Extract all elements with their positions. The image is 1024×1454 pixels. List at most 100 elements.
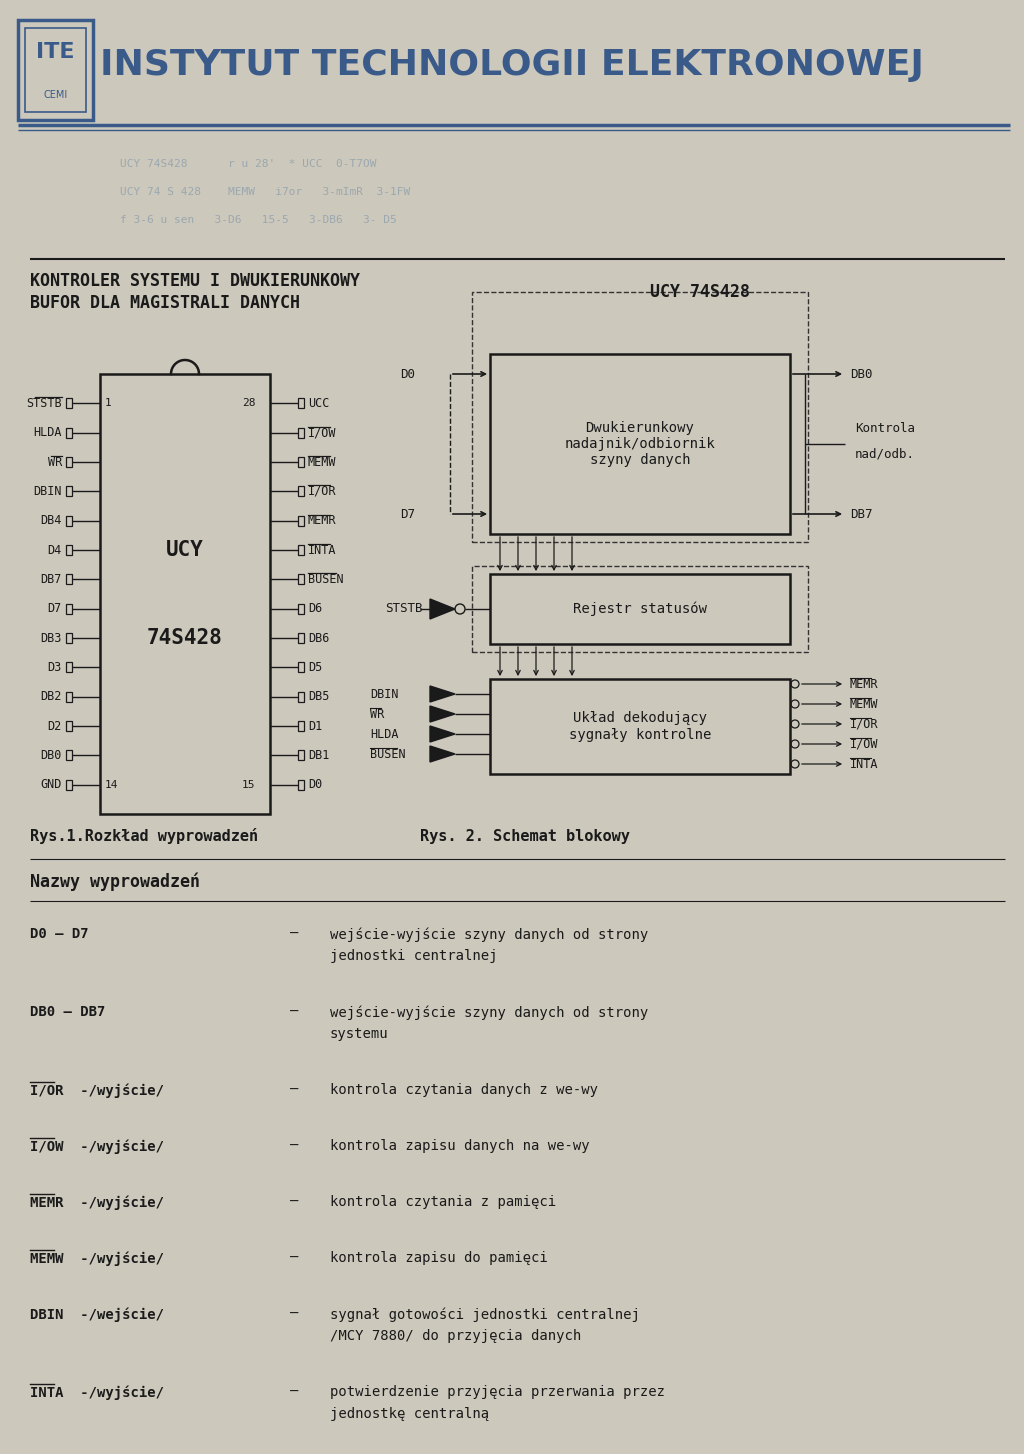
- Text: WR: WR: [48, 455, 62, 468]
- Text: wejście-wyjście szyny danych od strony: wejście-wyjście szyny danych od strony: [330, 1005, 648, 1019]
- Text: 28: 28: [242, 398, 256, 409]
- Text: WR: WR: [370, 708, 384, 721]
- Text: DB0 – DB7: DB0 – DB7: [30, 1005, 105, 1019]
- Text: ITE: ITE: [36, 42, 75, 63]
- Bar: [66, 721, 72, 731]
- Bar: [25, 28, 86, 112]
- Text: kontrola zapisu danych na we-wy: kontrola zapisu danych na we-wy: [330, 1138, 590, 1153]
- Text: INTA  -/wyjście/: INTA -/wyjście/: [30, 1386, 164, 1400]
- Bar: [66, 398, 72, 409]
- Bar: [66, 603, 72, 614]
- Text: –: –: [290, 1005, 298, 1019]
- Text: STSTB: STSTB: [385, 602, 423, 615]
- Text: D1: D1: [308, 720, 323, 733]
- Text: HLDA: HLDA: [370, 727, 398, 740]
- Polygon shape: [430, 726, 455, 742]
- Text: HLDA: HLDA: [34, 426, 62, 439]
- Text: D5: D5: [308, 660, 323, 673]
- Text: DB3: DB3: [41, 631, 62, 644]
- Bar: [298, 750, 304, 760]
- Text: 15: 15: [242, 779, 256, 790]
- Text: MEMR  -/wyjście/: MEMR -/wyjście/: [30, 1195, 164, 1210]
- Text: DB2: DB2: [41, 691, 62, 704]
- Bar: [490, 679, 790, 774]
- Bar: [100, 374, 270, 814]
- Text: DB0: DB0: [41, 749, 62, 762]
- Bar: [66, 457, 72, 467]
- Polygon shape: [430, 746, 455, 762]
- Text: UCY: UCY: [166, 539, 204, 560]
- Text: DB0: DB0: [850, 368, 872, 381]
- Polygon shape: [430, 707, 455, 723]
- Text: BUFOR DLA MAGISTRALI DANYCH: BUFOR DLA MAGISTRALI DANYCH: [30, 294, 300, 313]
- Text: 1: 1: [105, 398, 112, 409]
- Bar: [472, 292, 808, 542]
- Text: f 3-6 u sen   3-D6   15-5   3-DB6   3- D5: f 3-6 u sen 3-D6 15-5 3-DB6 3- D5: [120, 215, 396, 225]
- Text: D0 – D7: D0 – D7: [30, 928, 89, 941]
- Text: DB1: DB1: [308, 749, 330, 762]
- Bar: [298, 721, 304, 731]
- Bar: [298, 603, 304, 614]
- Text: I/OW: I/OW: [850, 737, 879, 750]
- Bar: [66, 486, 72, 496]
- Text: D3: D3: [48, 660, 62, 673]
- Bar: [66, 574, 72, 585]
- Text: Kontrola: Kontrola: [855, 423, 915, 436]
- Text: D7: D7: [48, 602, 62, 615]
- Bar: [66, 545, 72, 555]
- Text: –: –: [290, 1250, 298, 1265]
- Text: /MCY 7880/ do przyjęcia danych: /MCY 7880/ do przyjęcia danych: [330, 1329, 582, 1343]
- Text: D6: D6: [308, 602, 323, 615]
- Text: sygnał gotowości jednostki centralnej: sygnał gotowości jednostki centralnej: [330, 1307, 640, 1322]
- Text: –: –: [290, 928, 298, 941]
- Text: Rejestr statusów: Rejestr statusów: [573, 602, 707, 616]
- Text: DB7: DB7: [850, 507, 872, 521]
- Text: potwierdzenie przyjęcia przerwania przez: potwierdzenie przyjęcia przerwania przez: [330, 1386, 665, 1399]
- Bar: [298, 574, 304, 585]
- Bar: [66, 516, 72, 526]
- Bar: [66, 427, 72, 438]
- Bar: [66, 750, 72, 760]
- Text: DB5: DB5: [308, 691, 330, 704]
- Text: D4: D4: [48, 544, 62, 557]
- Text: 14: 14: [105, 779, 119, 790]
- Text: DBIN  -/wejście/: DBIN -/wejście/: [30, 1307, 164, 1322]
- Bar: [298, 545, 304, 555]
- Bar: [298, 516, 304, 526]
- Bar: [490, 574, 790, 644]
- Text: INSTYTUT TECHNOLOGII ELEKTRONOWEJ: INSTYTUT TECHNOLOGII ELEKTRONOWEJ: [100, 48, 924, 81]
- Text: MEMR: MEMR: [308, 515, 337, 528]
- Polygon shape: [430, 686, 455, 702]
- Text: INTA: INTA: [850, 758, 879, 771]
- Text: INTA: INTA: [308, 544, 337, 557]
- Text: systemu: systemu: [330, 1027, 389, 1041]
- Text: –: –: [290, 1083, 298, 1096]
- Text: I/OR: I/OR: [308, 484, 337, 497]
- Text: –: –: [290, 1386, 298, 1399]
- Text: UCY 74S428      r u 28'  * UCC  0-T7OW: UCY 74S428 r u 28' * UCC 0-T7OW: [120, 158, 377, 169]
- Text: Dwukierunkowy
nadajnik/odbiornik
szyny danych: Dwukierunkowy nadajnik/odbiornik szyny d…: [564, 420, 716, 467]
- Text: D0: D0: [308, 778, 323, 791]
- Text: kontrola czytania danych z we-wy: kontrola czytania danych z we-wy: [330, 1083, 598, 1096]
- Bar: [66, 779, 72, 790]
- Text: nad/odb.: nad/odb.: [855, 448, 915, 461]
- Bar: [66, 692, 72, 702]
- Text: D7: D7: [400, 507, 415, 521]
- Bar: [472, 566, 808, 651]
- Text: DB4: DB4: [41, 515, 62, 528]
- Bar: [18, 20, 93, 121]
- Text: GND: GND: [41, 778, 62, 791]
- Text: I/OW  -/wyjście/: I/OW -/wyjście/: [30, 1138, 164, 1153]
- Bar: [298, 779, 304, 790]
- Bar: [298, 398, 304, 409]
- Text: I/OR  -/wyjście/: I/OR -/wyjście/: [30, 1083, 164, 1098]
- Text: DBIN: DBIN: [370, 688, 398, 701]
- Text: D0: D0: [400, 368, 415, 381]
- Text: jednostki centralnej: jednostki centralnej: [330, 949, 498, 963]
- Text: KONTROLER SYSTEMU I DWUKIERUNKOWY: KONTROLER SYSTEMU I DWUKIERUNKOWY: [30, 272, 360, 289]
- Text: UCY 74 S 428    MEMW   i7or   3-mImR  3-1FW: UCY 74 S 428 MEMW i7or 3-mImR 3-1FW: [120, 188, 411, 196]
- Bar: [298, 663, 304, 672]
- Text: wejście-wyjście szyny danych od strony: wejście-wyjście szyny danych od strony: [330, 928, 648, 942]
- Bar: [66, 663, 72, 672]
- Text: DB7: DB7: [41, 573, 62, 586]
